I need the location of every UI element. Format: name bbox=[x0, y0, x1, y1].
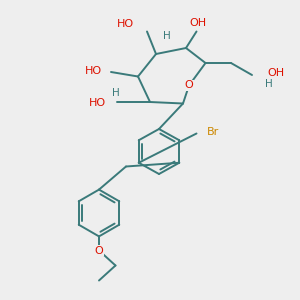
Text: H: H bbox=[112, 88, 119, 98]
Text: Br: Br bbox=[207, 127, 219, 137]
Text: H: H bbox=[163, 31, 170, 41]
Text: O: O bbox=[94, 245, 103, 256]
Text: HO: HO bbox=[85, 65, 102, 76]
Text: OH: OH bbox=[189, 18, 207, 28]
Text: HO: HO bbox=[116, 19, 134, 29]
Text: O: O bbox=[184, 80, 194, 91]
Text: H: H bbox=[266, 79, 273, 89]
Text: HO: HO bbox=[89, 98, 106, 109]
Text: OH: OH bbox=[267, 68, 284, 79]
